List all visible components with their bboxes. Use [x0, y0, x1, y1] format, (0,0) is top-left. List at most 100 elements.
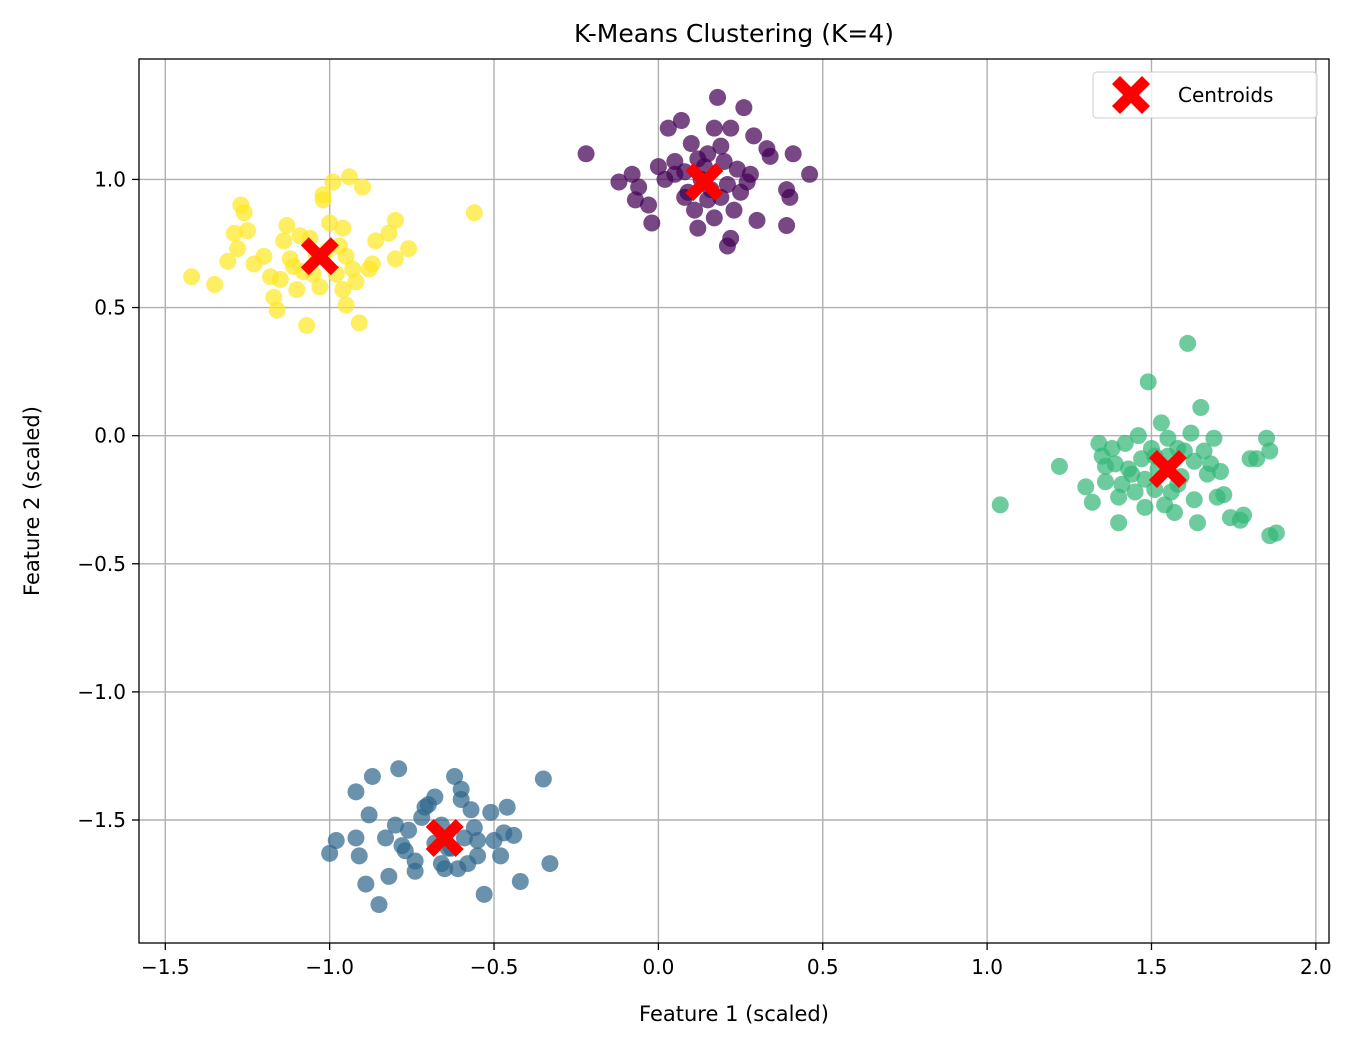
- y-axis-label: Feature 2 (scaled): [20, 406, 44, 596]
- data-points: [183, 88, 1285, 914]
- data-point-cluster-0: [722, 229, 740, 247]
- legend: Centroids: [1092, 71, 1318, 119]
- data-point-cluster-3: [298, 316, 316, 334]
- x-axis-ticks: −1.5 −1.0 −0.5 0.0 0.5 1.0 1.5 2.0: [141, 943, 1332, 979]
- data-point-cluster-1: [446, 767, 464, 785]
- data-point-cluster-1: [432, 855, 450, 873]
- data-point-cluster-1: [357, 875, 375, 893]
- data-point-cluster-2: [1215, 486, 1233, 504]
- data-point-cluster-0: [748, 211, 766, 229]
- data-point-cluster-0: [722, 119, 740, 137]
- data-point-cluster-3: [347, 273, 365, 291]
- data-point-cluster-3: [265, 288, 283, 306]
- data-point-cluster-3: [261, 268, 279, 286]
- y-tick-label: −0.5: [77, 552, 126, 576]
- data-point-cluster-3: [344, 260, 362, 278]
- x-tick-label: −1.0: [305, 955, 354, 979]
- data-point-cluster-2: [1212, 463, 1230, 481]
- data-point-cluster-2: [1136, 498, 1154, 516]
- data-point-cluster-0: [659, 119, 677, 137]
- data-point-cluster-3: [334, 219, 352, 237]
- data-point-cluster-2: [1261, 442, 1279, 460]
- data-point-cluster-3: [245, 255, 263, 273]
- data-point-cluster-3: [268, 301, 286, 319]
- data-point-cluster-1: [360, 806, 378, 824]
- data-point-cluster-1: [390, 760, 408, 778]
- data-point-cluster-2: [1110, 514, 1128, 532]
- centroid-marker: [300, 237, 339, 276]
- data-point-cluster-0: [689, 150, 707, 168]
- data-point-cluster-3: [291, 227, 309, 245]
- data-point-cluster-0: [626, 191, 644, 209]
- data-point-cluster-0: [649, 158, 667, 176]
- data-point-cluster-3: [206, 275, 224, 293]
- data-point-cluster-0: [623, 165, 641, 183]
- data-point-cluster-1: [534, 770, 552, 788]
- data-point-cluster-1: [495, 824, 513, 842]
- data-point-cluster-1: [386, 816, 404, 834]
- data-point-cluster-2: [1096, 473, 1114, 491]
- data-point-cluster-2: [1139, 373, 1157, 391]
- data-point-cluster-1: [350, 847, 368, 865]
- data-point-cluster-2: [1116, 434, 1134, 452]
- data-point-cluster-0: [630, 178, 648, 196]
- data-point-cluster-3: [363, 255, 381, 273]
- data-point-cluster-2: [1126, 483, 1144, 501]
- data-point-cluster-0: [686, 201, 704, 219]
- data-point-cluster-3: [340, 168, 358, 186]
- data-point-cluster-2: [1182, 424, 1200, 442]
- data-point-cluster-1: [406, 862, 424, 880]
- x-tick-label: −1.5: [141, 955, 190, 979]
- data-point-cluster-0: [741, 165, 759, 183]
- data-point-cluster-3: [400, 240, 418, 258]
- data-point-cluster-0: [682, 135, 700, 153]
- centroid-marker: [425, 818, 464, 857]
- data-point-cluster-2: [1248, 450, 1266, 468]
- data-point-cluster-0: [672, 111, 690, 129]
- data-point-cluster-1: [498, 798, 516, 816]
- data-point-cluster-3: [219, 252, 237, 270]
- data-point-cluster-0: [705, 119, 723, 137]
- y-tick-label: −1.0: [77, 680, 126, 704]
- data-point-cluster-2: [1083, 493, 1101, 511]
- data-point-cluster-3: [311, 278, 329, 296]
- data-point-cluster-3: [337, 296, 355, 314]
- data-point-cluster-0: [784, 145, 802, 163]
- centroid-marker: [685, 162, 724, 201]
- data-point-cluster-0: [705, 209, 723, 227]
- data-point-cluster-0: [761, 147, 779, 165]
- data-point-cluster-1: [475, 885, 493, 903]
- data-point-cluster-1: [511, 873, 529, 891]
- data-point-cluster-3: [367, 232, 385, 250]
- chart-title: K-Means Clustering (K=4): [574, 19, 894, 48]
- legend-centroid-marker: [1112, 76, 1150, 114]
- data-point-cluster-1: [363, 767, 381, 785]
- data-point-cluster-3: [386, 250, 404, 268]
- legend-label-centroids: Centroids: [1178, 83, 1273, 107]
- data-point-cluster-2: [1258, 429, 1276, 447]
- data-point-cluster-1: [370, 896, 388, 914]
- data-point-cluster-1: [396, 842, 414, 860]
- data-point-cluster-1: [347, 783, 365, 801]
- data-point-cluster-2: [1103, 439, 1121, 457]
- x-tick-label: 1.5: [1136, 955, 1168, 979]
- data-point-cluster-1: [400, 821, 418, 839]
- data-point-cluster-3: [278, 217, 296, 235]
- data-point-cluster-1: [482, 803, 500, 821]
- data-point-cluster-3: [238, 222, 256, 240]
- data-point-cluster-3: [225, 224, 243, 242]
- data-point-cluster-2: [1185, 452, 1203, 470]
- data-point-cluster-0: [745, 127, 763, 145]
- data-point-cluster-3: [350, 314, 368, 332]
- data-point-cluster-1: [452, 791, 470, 809]
- data-point-cluster-2: [1179, 334, 1197, 352]
- data-point-cluster-3: [334, 281, 352, 299]
- data-point-cluster-2: [1235, 506, 1253, 524]
- data-point-cluster-0: [725, 201, 743, 219]
- data-point-cluster-1: [469, 832, 487, 850]
- data-point-cluster-3: [380, 224, 398, 242]
- data-point-cluster-2: [1050, 457, 1068, 475]
- data-point-cluster-2: [1113, 475, 1131, 493]
- data-point-cluster-2: [1129, 427, 1147, 445]
